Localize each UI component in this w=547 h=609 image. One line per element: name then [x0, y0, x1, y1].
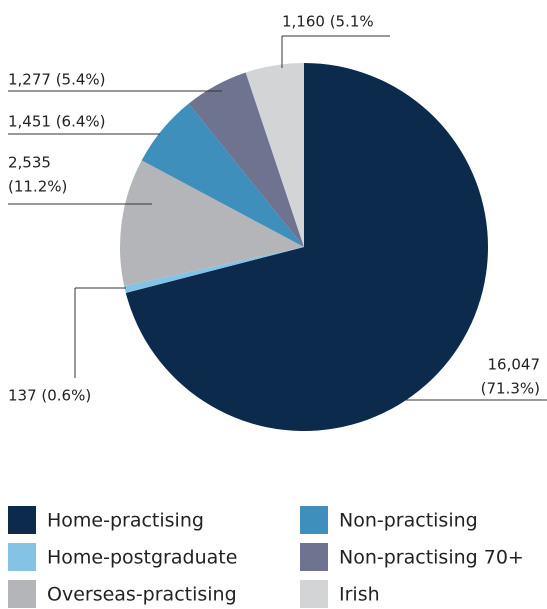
pie-slice	[120, 160, 304, 287]
data-label: 137 (0.6%)	[8, 387, 91, 405]
legend-label: Overseas-practising	[47, 584, 237, 606]
data-label: (11.2%)	[8, 178, 67, 196]
legend-swatch	[8, 580, 36, 608]
data-label: 1,451 (6.4%)	[8, 113, 106, 131]
legend-swatch	[8, 506, 36, 534]
data-label: 1,277 (5.4%)	[8, 71, 106, 89]
pie-slice	[245, 63, 304, 247]
data-label: 2,535	[8, 154, 51, 172]
pie-slice	[188, 72, 304, 247]
legend-swatch	[300, 580, 328, 608]
legend-label: Home-postgraduate	[47, 547, 237, 569]
legend-label: Non-practising	[339, 510, 478, 532]
pie-slice	[124, 247, 304, 293]
pie-slice	[125, 63, 488, 432]
data-label: 16,047	[488, 356, 541, 374]
legend-label: Home-practising	[47, 510, 204, 532]
legend-label: Irish	[339, 584, 380, 606]
legend-swatch	[8, 543, 36, 571]
data-label: 1,160 (5.1%	[282, 13, 374, 31]
legend-swatch	[300, 543, 328, 571]
legend-label: Non-practising 70+	[339, 547, 524, 569]
legend-swatch	[300, 506, 328, 534]
pie-slice	[141, 103, 304, 247]
data-label: (71.3%)	[481, 380, 540, 398]
